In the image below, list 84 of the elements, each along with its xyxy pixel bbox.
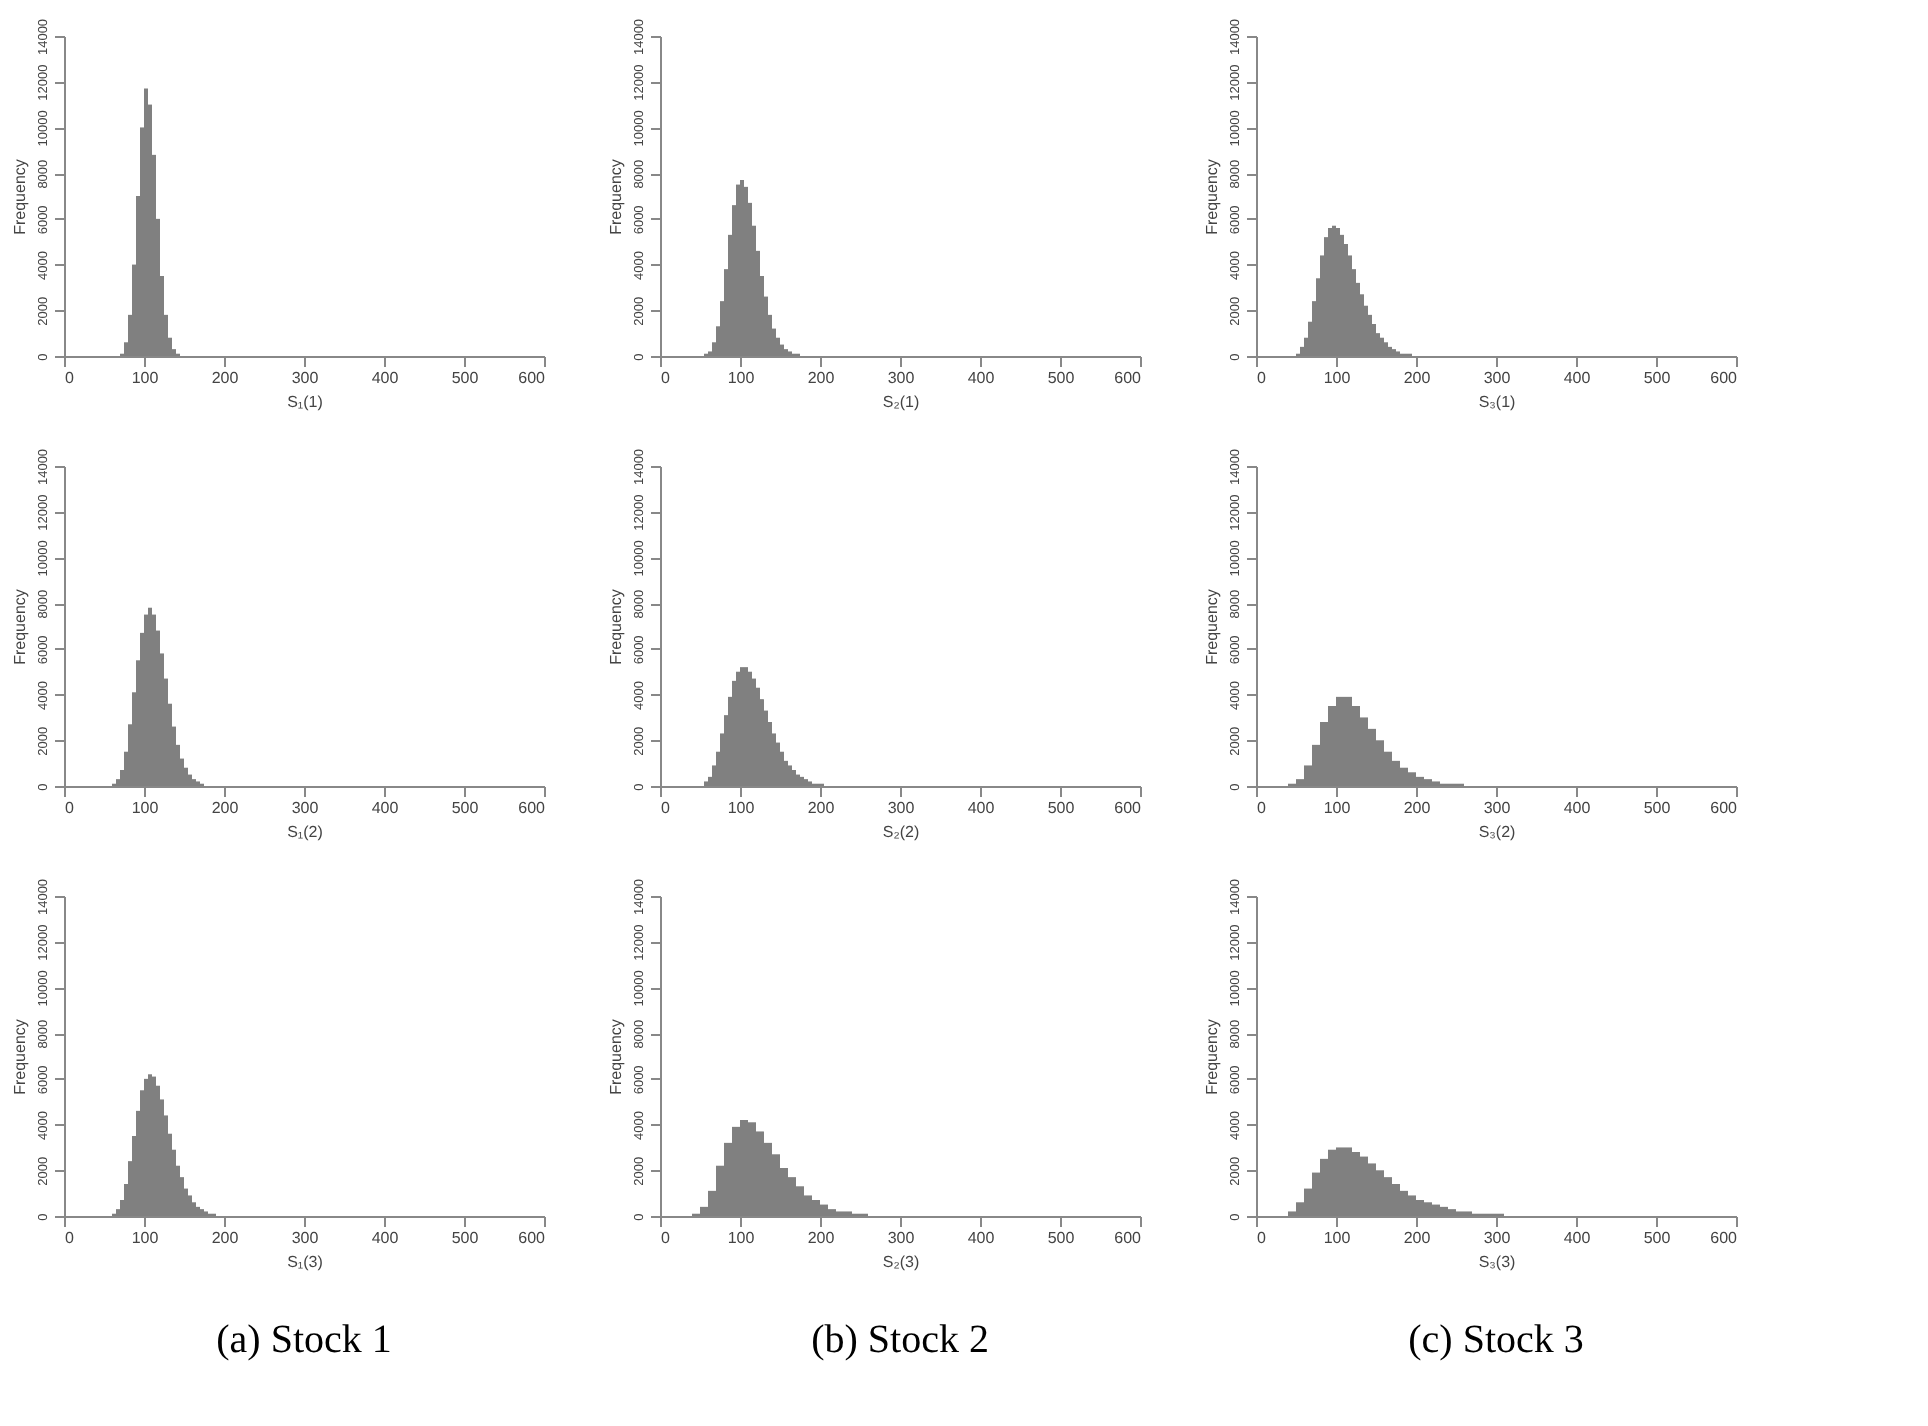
x-tick-label: 200: [211, 799, 240, 817]
x-tick-label: 600: [1710, 369, 1739, 387]
x-axis-title: S₃(2): [1478, 823, 1517, 841]
x-tick-label: 400: [1563, 1229, 1592, 1247]
x-tick-label: 600: [1114, 369, 1143, 387]
x-tick-label: 600: [518, 1229, 547, 1247]
x-tick-label: 600: [1710, 799, 1739, 817]
x-axis-title: S₁(3): [287, 1253, 324, 1271]
x-tick-label: 0: [65, 799, 75, 817]
x-tick-label: 0: [65, 1229, 75, 1247]
y-axis-title: Frequency: [607, 589, 625, 665]
x-tick-label: 300: [887, 369, 916, 387]
x-tick-label: 0: [661, 1229, 671, 1247]
x-tick-label: 200: [1403, 799, 1432, 817]
x-tick-label: 500: [451, 1229, 480, 1247]
x-tick-label: 600: [518, 799, 547, 817]
x-tick-label: 300: [291, 799, 320, 817]
x-tick-label: 400: [1563, 799, 1592, 817]
x-tick-label: 500: [1047, 369, 1076, 387]
x-tick-label: 0: [1257, 1229, 1267, 1247]
x-tick-label: 500: [1643, 799, 1672, 817]
y-axis-title: Frequency: [1203, 159, 1221, 235]
x-tick-label: 200: [807, 799, 836, 817]
x-tick-label: 600: [1710, 1229, 1739, 1247]
x-tick-label: 200: [1403, 1229, 1432, 1247]
x-tick-label: 200: [1403, 369, 1432, 387]
x-tick-label: 600: [1114, 799, 1143, 817]
y-axis-title: Frequency: [11, 159, 29, 235]
x-tick-label: 0: [661, 369, 671, 387]
x-tick-label: 100: [1323, 799, 1352, 817]
x-tick-label: 400: [967, 1229, 996, 1247]
x-tick-label: 300: [887, 799, 916, 817]
x-tick-label: 100: [131, 369, 160, 387]
x-tick-label: 400: [967, 369, 996, 387]
x-tick-label: 300: [887, 1229, 916, 1247]
x-axis-title: S₃(1): [1478, 393, 1517, 411]
x-tick-label: 300: [1483, 799, 1512, 817]
x-tick-label: 500: [1047, 799, 1076, 817]
x-tick-label: 400: [371, 799, 400, 817]
x-tick-label: 100: [727, 799, 756, 817]
x-tick-label: 500: [451, 799, 480, 817]
x-tick-label: 0: [1257, 369, 1267, 387]
y-axis-title: Frequency: [1203, 589, 1221, 665]
text: (b) Stock 2: [811, 1318, 989, 1362]
y-axis-title: Frequency: [607, 1019, 625, 1095]
x-tick-label: 0: [661, 799, 671, 817]
y-axis-title: Frequency: [11, 589, 29, 665]
x-tick-label: 400: [371, 1229, 400, 1247]
x-tick-label: 200: [807, 1229, 836, 1247]
x-tick-label: 600: [1114, 1229, 1143, 1247]
x-tick-label: 300: [1483, 1229, 1512, 1247]
x-tick-label: 400: [1563, 369, 1592, 387]
x-tick-label: 300: [291, 369, 320, 387]
x-tick-label: 200: [211, 1229, 240, 1247]
y-axis-title: Frequency: [607, 159, 625, 235]
text: (c) Stock 3: [1408, 1318, 1584, 1362]
text: (a) Stock 1: [216, 1318, 392, 1362]
x-tick-label: 100: [131, 799, 160, 817]
x-tick-label: 0: [1257, 799, 1267, 817]
y-axis-title: Frequency: [11, 1019, 29, 1095]
x-tick-label: 400: [967, 799, 996, 817]
x-tick-label: 100: [727, 369, 756, 387]
x-axis-title: S₂(2): [882, 823, 920, 841]
x-tick-label: 100: [1323, 1229, 1352, 1247]
x-tick-label: 600: [518, 369, 547, 387]
x-tick-label: 200: [211, 369, 240, 387]
x-tick-label: 500: [451, 369, 480, 387]
y-axis-title: Frequency: [1203, 1019, 1221, 1095]
x-tick-label: 100: [1323, 369, 1352, 387]
x-tick-label: 300: [291, 1229, 320, 1247]
x-tick-label: 200: [807, 369, 836, 387]
x-axis-title: S₁(2): [287, 823, 324, 841]
x-axis-title: S₂(1): [882, 393, 920, 411]
x-axis-title: S₃(3): [1478, 1253, 1517, 1271]
x-tick-label: 500: [1643, 369, 1672, 387]
x-tick-label: 400: [371, 369, 400, 387]
x-tick-label: 100: [727, 1229, 756, 1247]
x-tick-label: 0: [65, 369, 75, 387]
x-axis-title: S₂(3): [882, 1253, 920, 1271]
x-tick-label: 500: [1047, 1229, 1076, 1247]
x-tick-label: 500: [1643, 1229, 1672, 1247]
x-axis-title: S₁(1): [287, 393, 324, 411]
x-tick-label: 100: [131, 1229, 160, 1247]
x-tick-label: 300: [1483, 369, 1512, 387]
